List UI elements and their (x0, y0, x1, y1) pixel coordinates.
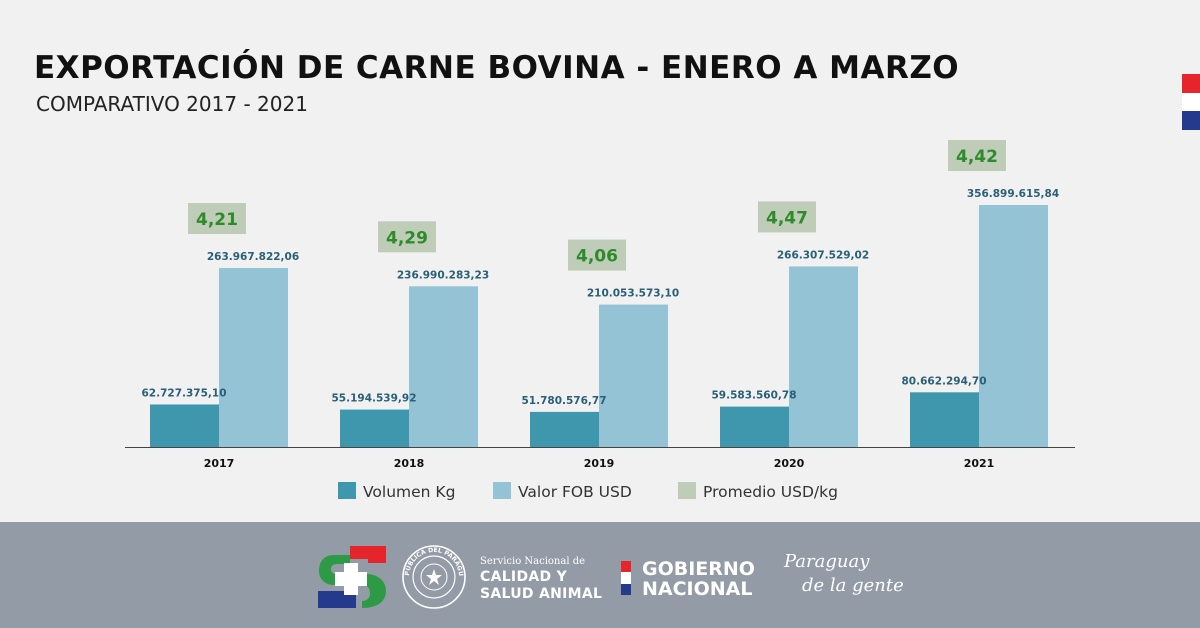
box-promedio-2018 (378, 221, 436, 253)
senacsa-line-2: SALUD ANIMAL (480, 586, 603, 602)
bar-volumen-2017 (150, 404, 219, 447)
gobierno-nacional-logo: GOBIERNO NACIONAL (642, 559, 755, 599)
bar-valor-2019 (599, 304, 668, 447)
x-tick-2017: 2017 (204, 457, 235, 470)
senacsa-small-text: Servicio Nacional de (480, 556, 586, 567)
bar-volumen-2019 (530, 411, 599, 447)
chart: 62.727.375,10 263.967.822,06 4,21 2017 55.19… (125, 140, 1075, 501)
x-tick-2021: 2021 (964, 457, 995, 470)
legend-volumen-swatch (338, 482, 356, 499)
paraguay-flag-icon (1182, 74, 1200, 131)
label-valor-2017: 263.967.822,06 (207, 251, 299, 263)
gobierno-line-2: NACIONAL (642, 578, 753, 600)
bar-volumen-2020 (720, 406, 789, 447)
page-title: Exportación de carne bovina - Enero a Ma… (34, 50, 960, 86)
paraguay-seal-icon: REPÚBLICA DEL PARAGUAY (401, 544, 466, 609)
gobierno-flag-icon (621, 561, 631, 595)
label-valor-2019: 210.053.573,10 (587, 288, 679, 300)
box-promedio-2017 (188, 203, 246, 235)
box-promedio-2019 (568, 239, 626, 271)
bar-volumen-2021 (910, 392, 979, 447)
label-valor-2020: 266.307.529,02 (777, 249, 869, 261)
label-volumen-2018: 55.194.539,92 (331, 393, 416, 405)
bar-valor-2020 (789, 266, 858, 447)
label-volumen-2021: 80.662.294,70 (901, 375, 986, 387)
legend-promedio-label: Promedio USD/kg (703, 483, 838, 501)
label-valor-2018: 236.990.283,23 (397, 269, 489, 281)
x-tick-2018: 2018 (394, 457, 425, 470)
page-subtitle: COMPARATIVO 2017 - 2021 (36, 92, 308, 116)
slogan-line-2: de la gente (802, 575, 904, 596)
legend-promedio-swatch (678, 482, 696, 499)
box-promedio-2021 (948, 140, 1006, 171)
label-promedio-2017: 4,21 (196, 210, 238, 230)
bar-valor-2021 (979, 205, 1048, 447)
x-tick-2020: 2020 (774, 457, 805, 470)
senacsa-name: Servicio Nacional de CALIDAD Y SALUD ANI… (480, 556, 602, 603)
label-volumen-2020: 59.583.560,78 (711, 390, 796, 402)
x-tick-2019: 2019 (584, 457, 615, 470)
label-volumen-2019: 51.780.576,77 (521, 395, 606, 407)
label-promedio-2019: 4,06 (576, 247, 618, 267)
label-promedio-2021: 4,42 (956, 147, 998, 167)
legend-valor-label: Valor FOB USD (518, 483, 632, 501)
box-promedio-2020 (758, 201, 816, 233)
label-volumen-2017: 62.727.375,10 (141, 387, 226, 399)
legend-valor-swatch (493, 482, 511, 499)
bar-valor-2017 (219, 268, 288, 447)
legend-volumen-label: Volumen Kg (363, 483, 455, 501)
footer: REPÚBLICA DEL PARAGUAY Servicio Nacional… (0, 522, 1200, 628)
label-promedio-2018: 4,29 (386, 228, 428, 248)
slogan-line-1: Paraguay (784, 551, 870, 572)
bar-valor-2018 (409, 286, 478, 447)
label-valor-2021: 356.899.615,84 (967, 188, 1059, 200)
senacsa-line-1: CALIDAD Y (480, 569, 568, 585)
label-promedio-2020: 4,47 (766, 208, 808, 228)
gobierno-line-1: GOBIERNO (642, 558, 755, 580)
senacsa-logo-icon (318, 546, 386, 608)
paraguay-slogan: Paraguay de la gente (784, 550, 904, 598)
bar-volumen-2018 (340, 409, 409, 447)
